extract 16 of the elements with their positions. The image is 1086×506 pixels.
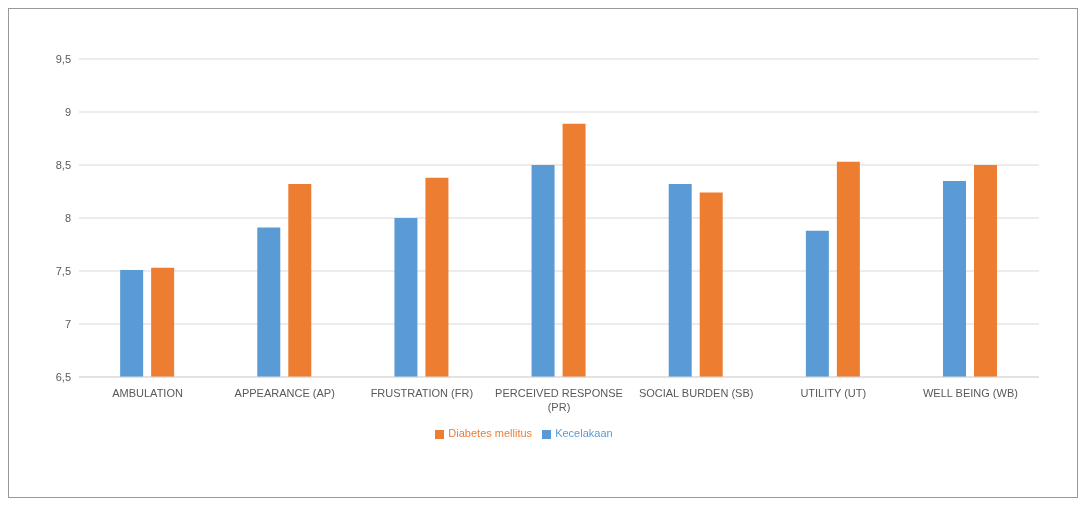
y-tick-label: 9 xyxy=(64,105,71,118)
y-tick-label: 7,5 xyxy=(55,264,71,277)
x-tick-label: UTILITY (UT) xyxy=(800,387,867,399)
y-tick-label: 8 xyxy=(64,211,71,224)
x-tick-label: SOCIAL BURDEN (SB) xyxy=(638,387,754,399)
y-tick-label: 9,5 xyxy=(55,52,71,65)
x-tick-label: APPEARANCE (AP) xyxy=(234,387,335,399)
y-tick-label: 7 xyxy=(64,317,71,330)
legend-label: Diabetes mellitus xyxy=(448,427,533,439)
x-tick-label: FRUSTRATION (FR) xyxy=(370,387,474,399)
x-tick-label: AMBULATION xyxy=(112,387,183,399)
legend-label: Kecelakaan xyxy=(555,427,613,439)
x-tick-label: WELL BEING (WB) xyxy=(922,387,1018,399)
y-tick-label: 6,5 xyxy=(55,370,71,383)
y-tick-label: 8,5 xyxy=(55,158,71,171)
x-tick-label: PERCEIVED RESPONSE (PR) xyxy=(495,387,623,413)
